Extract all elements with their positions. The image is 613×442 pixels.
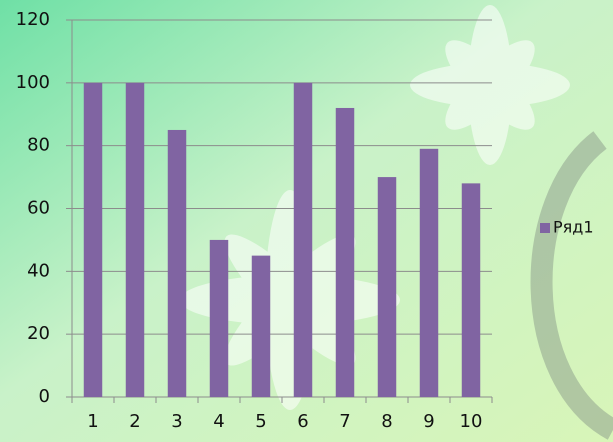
x-tick-label: 7 <box>339 411 350 432</box>
bar <box>167 129 187 398</box>
x-tick-label: 4 <box>213 411 224 432</box>
legend-label: Ряд1 <box>553 218 594 237</box>
x-tick-label: 9 <box>423 411 434 432</box>
legend-swatch <box>540 223 550 233</box>
y-tick-label: 80 <box>27 135 50 156</box>
decoration-swirl <box>530 131 613 440</box>
bar <box>209 239 229 397</box>
x-tick-label: 2 <box>129 411 140 432</box>
x-tick-label: 5 <box>255 411 266 432</box>
y-tick-label: 100 <box>16 72 50 93</box>
bar <box>461 183 481 397</box>
bar <box>251 255 271 397</box>
bar <box>335 107 355 397</box>
bar <box>125 82 145 397</box>
x-tick-label: 1 <box>87 411 98 432</box>
y-tick-label: 60 <box>27 198 50 219</box>
bar <box>419 148 439 397</box>
y-tick-label: 40 <box>27 260 50 281</box>
bar <box>377 177 397 397</box>
y-tick-label: 20 <box>27 323 50 344</box>
bar <box>83 82 103 397</box>
bar <box>293 82 313 397</box>
x-tick-label: 8 <box>381 411 392 432</box>
x-tick-label: 10 <box>460 411 483 432</box>
x-tick-label: 6 <box>297 411 308 432</box>
y-tick-label: 120 <box>16 9 50 30</box>
y-tick-label: 0 <box>39 386 50 407</box>
x-tick-label: 3 <box>171 411 182 432</box>
